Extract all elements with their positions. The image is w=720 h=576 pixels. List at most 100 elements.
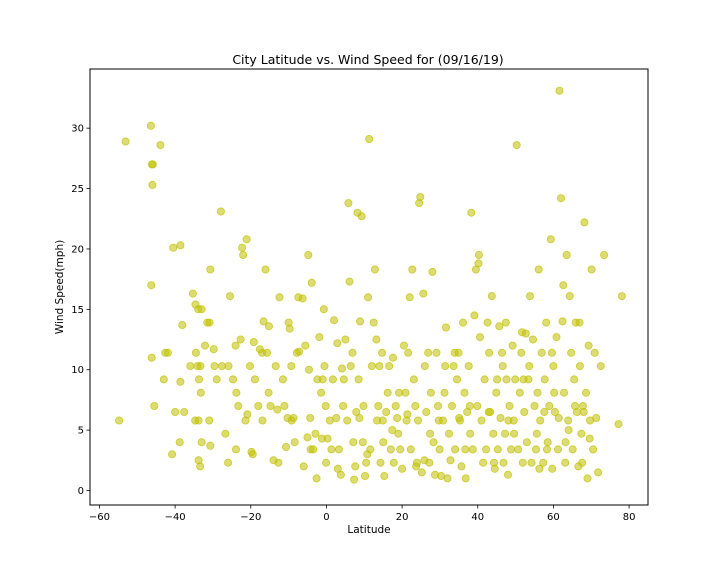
data-point xyxy=(545,401,554,410)
data-point xyxy=(176,377,185,386)
data-point xyxy=(239,250,248,259)
data-point xyxy=(420,456,429,465)
data-point xyxy=(206,265,215,274)
data-point xyxy=(550,407,559,416)
data-point xyxy=(323,434,332,443)
data-point xyxy=(497,348,506,357)
data-point xyxy=(243,410,252,419)
data-point xyxy=(148,160,157,169)
data-point xyxy=(254,401,263,410)
data-point xyxy=(178,320,187,329)
data-point xyxy=(559,281,568,290)
data-point xyxy=(285,324,294,333)
data-point xyxy=(393,413,402,422)
data-point xyxy=(530,401,539,410)
data-point xyxy=(504,416,513,425)
data-point xyxy=(327,445,336,454)
data-point xyxy=(354,375,363,384)
data-point xyxy=(474,259,483,268)
data-point xyxy=(242,235,251,244)
data-point xyxy=(600,250,609,259)
data-point xyxy=(443,474,452,483)
data-point xyxy=(378,416,387,425)
data-point xyxy=(196,388,205,397)
data-point xyxy=(196,362,205,371)
data-point xyxy=(493,445,502,454)
data-point xyxy=(451,445,460,454)
data-point xyxy=(163,348,172,357)
data-point xyxy=(464,362,473,371)
data-point xyxy=(359,401,368,410)
data-point xyxy=(526,292,535,301)
data-point xyxy=(358,438,367,447)
data-point xyxy=(417,468,426,477)
data-point xyxy=(405,293,414,302)
chart-title: City Latitude vs. Wind Speed for (09/16/… xyxy=(232,52,503,67)
data-point xyxy=(473,401,482,410)
data-point xyxy=(515,388,524,397)
data-point xyxy=(485,348,494,357)
data-point xyxy=(461,445,470,454)
data-point xyxy=(403,410,412,419)
data-point xyxy=(580,218,589,227)
data-point xyxy=(349,438,358,447)
x-tick-label: 80 xyxy=(623,512,636,523)
data-point xyxy=(341,335,350,344)
data-point xyxy=(369,318,378,327)
y-tick-label: 0 xyxy=(78,486,84,497)
data-point xyxy=(210,362,219,371)
data-point xyxy=(416,192,425,201)
data-point xyxy=(304,365,313,374)
data-point xyxy=(216,207,225,216)
data-point xyxy=(333,339,342,348)
data-point xyxy=(150,401,159,410)
data-point xyxy=(234,401,243,410)
data-point xyxy=(209,345,218,354)
data-point xyxy=(350,475,359,484)
data-point xyxy=(571,401,580,410)
data-point xyxy=(147,353,156,362)
data-point xyxy=(266,401,275,410)
data-point xyxy=(617,292,626,301)
data-point xyxy=(328,375,337,384)
data-point xyxy=(264,388,273,397)
data-point xyxy=(309,445,318,454)
data-point xyxy=(426,429,435,438)
data-point xyxy=(196,462,205,471)
data-point xyxy=(379,438,388,447)
data-point xyxy=(212,375,221,384)
data-point xyxy=(503,470,512,479)
data-point xyxy=(510,429,519,438)
data-point xyxy=(147,281,156,290)
data-point xyxy=(548,464,557,473)
data-point xyxy=(346,362,355,371)
data-point xyxy=(552,333,561,342)
x-axis-ticks: −60 −40 −20 0 20 40 60 80 xyxy=(89,505,636,523)
data-point xyxy=(232,388,241,397)
data-point xyxy=(357,212,366,221)
data-point xyxy=(376,458,385,467)
data-point xyxy=(315,333,324,342)
data-point xyxy=(360,471,369,480)
data-point xyxy=(258,416,267,425)
data-points xyxy=(115,86,626,484)
data-point xyxy=(197,438,206,447)
data-point xyxy=(507,445,516,454)
y-tick-label: 25 xyxy=(71,184,84,195)
data-point xyxy=(493,375,502,384)
data-point xyxy=(429,438,438,447)
data-point xyxy=(205,318,214,327)
data-point xyxy=(441,323,450,332)
x-tick-label: −60 xyxy=(89,512,110,523)
data-point xyxy=(540,407,549,416)
data-point xyxy=(287,362,296,371)
data-point xyxy=(332,413,341,422)
data-point xyxy=(395,388,404,397)
data-point xyxy=(259,317,268,326)
data-point xyxy=(483,318,492,327)
data-point xyxy=(447,401,456,410)
data-point xyxy=(339,401,348,410)
data-point xyxy=(496,413,505,422)
data-point xyxy=(475,333,484,342)
